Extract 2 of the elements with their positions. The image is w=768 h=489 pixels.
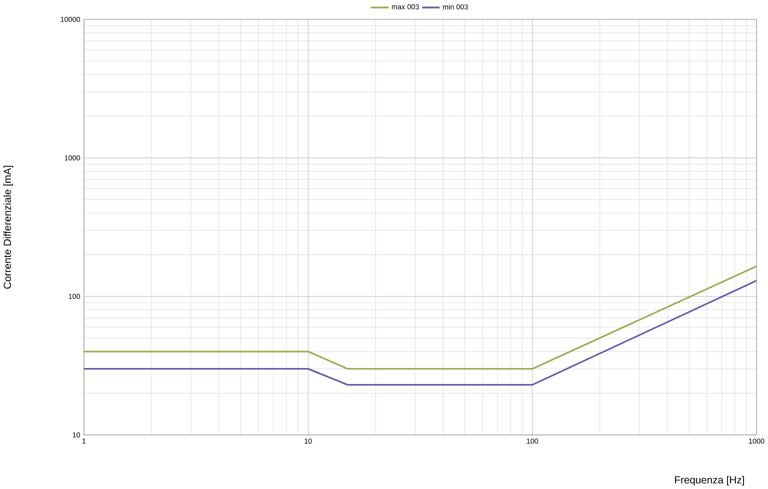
y-axis-title: Corrente Differenziale [mA] xyxy=(3,166,14,289)
x-axis-title: Frequenza [Hz] xyxy=(675,476,744,486)
